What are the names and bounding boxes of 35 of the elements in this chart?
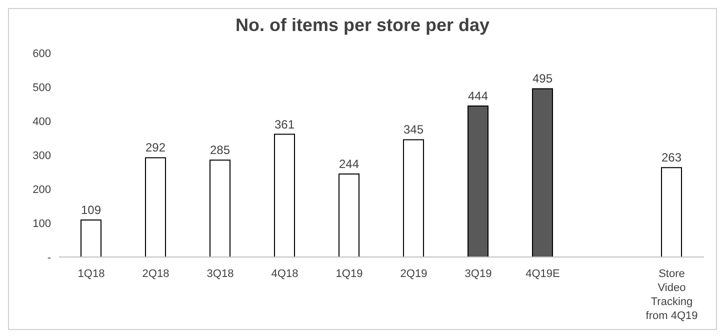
bar [210, 160, 230, 257]
data-label: 263 [661, 150, 682, 165]
bar [661, 167, 682, 257]
x-tick-label: 3Q19 [464, 268, 492, 280]
bar [532, 88, 553, 257]
x-tick-label: 3Q18 [206, 268, 234, 280]
bar [468, 106, 488, 257]
y-tick-label: 500 [32, 82, 51, 94]
bar [403, 139, 424, 257]
data-label: 345 [403, 122, 424, 137]
data-label: 292 [145, 140, 166, 155]
y-tick-label: 300 [32, 150, 51, 162]
x-tick-label: 4Q18 [271, 268, 298, 280]
data-label: 444 [468, 89, 488, 104]
data-label: 285 [210, 143, 230, 158]
x-tick-label: 4Q19E [526, 268, 560, 280]
x-tick-label: 1Q19 [336, 268, 363, 280]
y-tick-label: 400 [32, 116, 51, 128]
data-label: 495 [532, 72, 553, 86]
bar [80, 219, 102, 257]
x-tick-label: 2Q18 [142, 268, 170, 280]
y-tick-label: - [47, 252, 52, 264]
bar [338, 174, 360, 257]
y-tick-label: 600 [32, 48, 51, 60]
x-tick-label: Store Video Tracking from 4Q19 [646, 268, 698, 322]
bar [274, 134, 295, 257]
data-label: 244 [338, 157, 360, 172]
data-label: 109 [80, 202, 102, 217]
data-label: 361 [274, 117, 295, 132]
x-tick-label: 1Q18 [78, 268, 105, 280]
chart-title: No. of items per store per day [234, 15, 491, 37]
x-tick-label: 2Q19 [400, 268, 428, 280]
bar [145, 157, 166, 257]
y-tick-label: 100 [32, 218, 51, 230]
y-tick-label: 200 [32, 184, 51, 196]
